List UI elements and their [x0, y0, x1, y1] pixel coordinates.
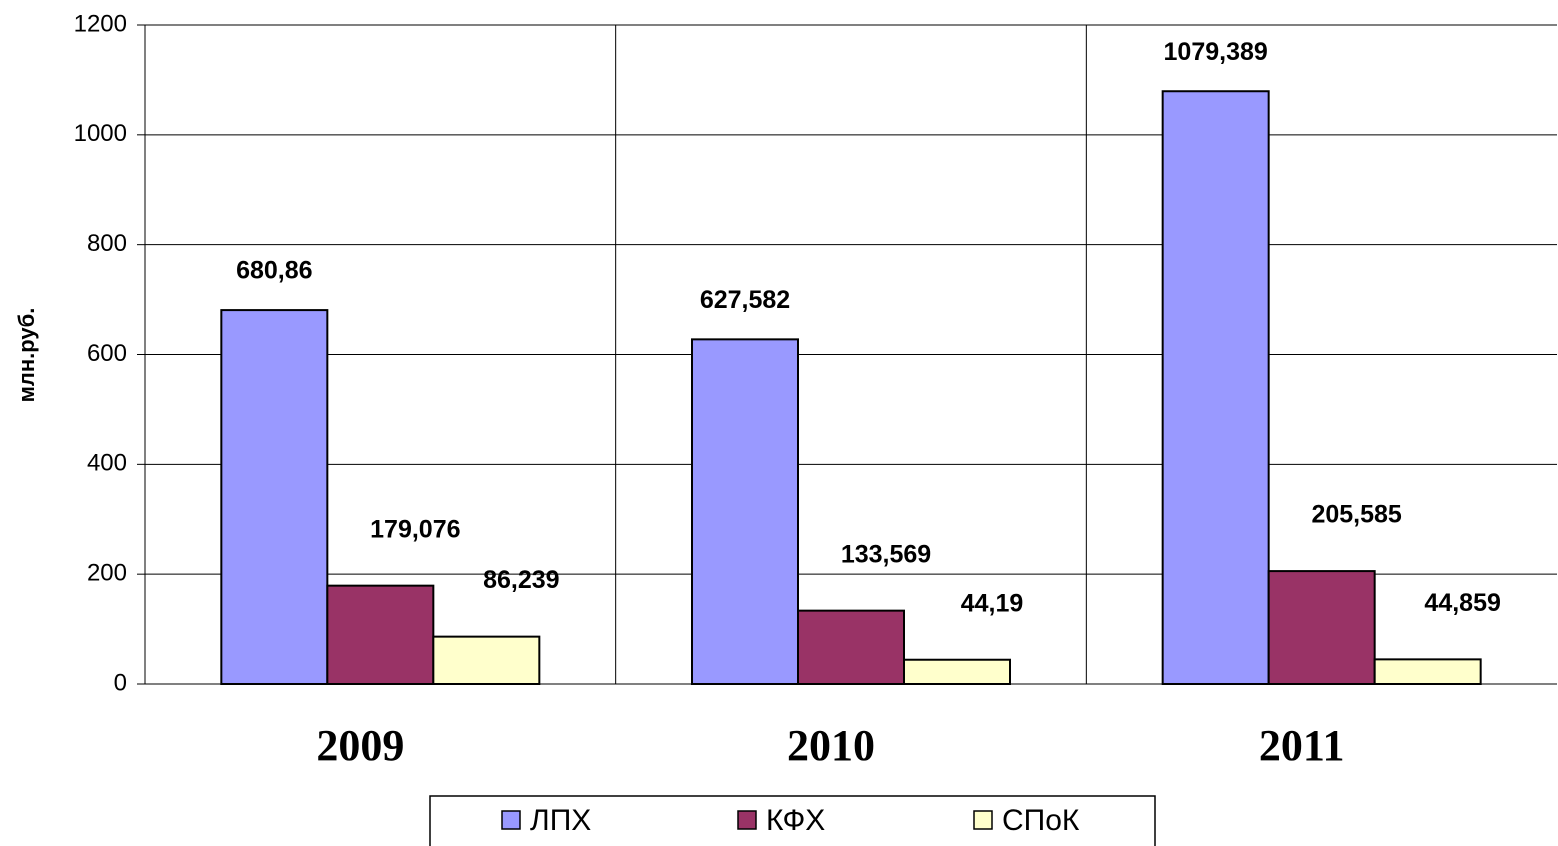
value-label: 627,582 [700, 286, 790, 314]
bar [220, 309, 329, 685]
value-label: 179,076 [370, 515, 460, 543]
x-tick-label: 2010 [787, 721, 875, 770]
legend-swatch [737, 810, 757, 830]
y-tick-label: 0 [114, 669, 127, 696]
bar [326, 584, 435, 685]
y-tick-label: 400 [87, 450, 127, 477]
bar [1267, 570, 1376, 685]
value-label: 44,19 [961, 589, 1024, 617]
value-label: 680,86 [236, 257, 312, 285]
x-tick-label: 2011 [1259, 721, 1345, 770]
bar [432, 635, 541, 686]
value-label: 86,239 [483, 566, 559, 594]
legend-label: СПоК [1002, 804, 1080, 837]
bar [691, 338, 799, 685]
y-tick-label: 1200 [74, 10, 127, 37]
bar [1373, 658, 1482, 685]
bar [903, 658, 1011, 685]
legend-label: КФХ [766, 804, 825, 837]
value-label: 44,859 [1424, 589, 1500, 617]
legend-label: ЛПХ [530, 804, 591, 837]
legend-swatch [501, 810, 521, 830]
bar [797, 609, 905, 686]
value-label: 1079,389 [1164, 38, 1268, 66]
x-tick-label: 2009 [316, 721, 404, 770]
y-tick-label: 1000 [74, 120, 127, 147]
y-axis-label: млн.руб. [14, 308, 39, 403]
y-tick-label: 800 [87, 230, 127, 257]
bar [1161, 90, 1270, 686]
y-tick-label: 600 [87, 340, 127, 367]
value-label: 205,585 [1311, 501, 1401, 529]
legend-swatch [973, 810, 993, 830]
y-tick-label: 200 [87, 560, 127, 587]
value-label: 133,569 [841, 540, 931, 568]
legend-box [429, 795, 1156, 846]
